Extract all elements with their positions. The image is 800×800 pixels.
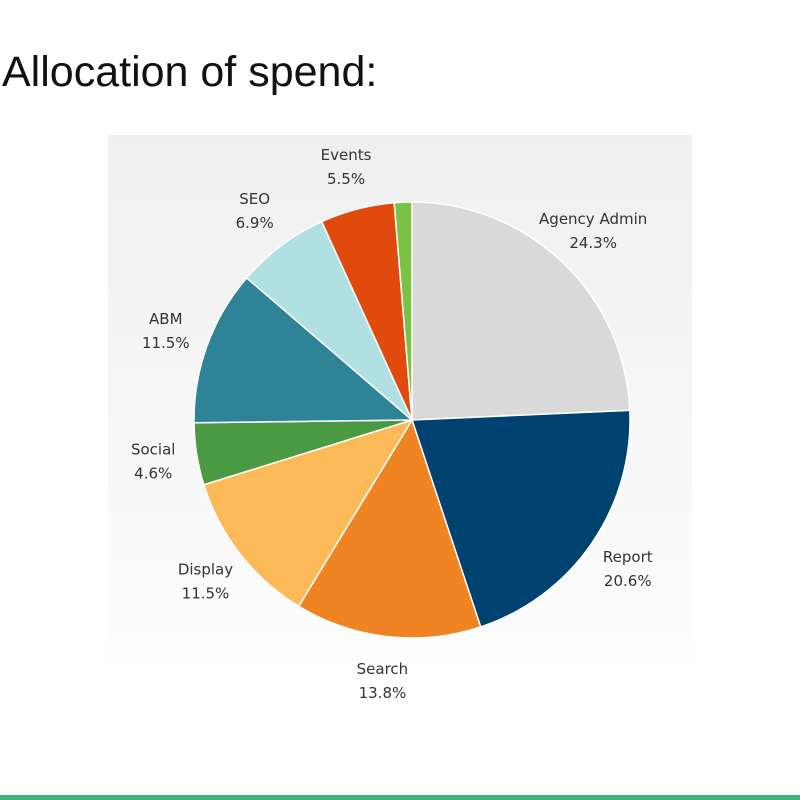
slice-value-label: 11.5% [142,334,190,352]
slice-label: Agency Admin [539,210,647,228]
slice-label: Search [357,660,409,678]
pie-slice [193,276,414,424]
slice-value-label: 13.8% [359,684,407,702]
slice-label: Display [178,561,233,579]
footer-bar [0,795,800,800]
pie-slice [411,201,631,421]
slice-value-label: 24.3% [569,234,617,252]
slice-label: Social [131,440,175,458]
slice-value-label: 6.9% [236,214,274,232]
slice-value-label: 5.5% [327,170,365,188]
pie-slice [393,201,413,421]
slice-value-label: 4.6% [134,464,172,482]
slice-label: ABM [149,310,183,328]
slice-value-label: 11.5% [182,585,230,603]
slide-title: Allocation of spend: [2,48,378,96]
slice-label: Report [603,548,653,566]
slice-value-label: 20.6% [604,572,652,590]
pie-slice [202,418,414,608]
slice-label: Events [321,146,372,164]
pie-slice [297,418,482,639]
slice-label: SEO [239,190,270,208]
pie-slice [410,409,631,628]
